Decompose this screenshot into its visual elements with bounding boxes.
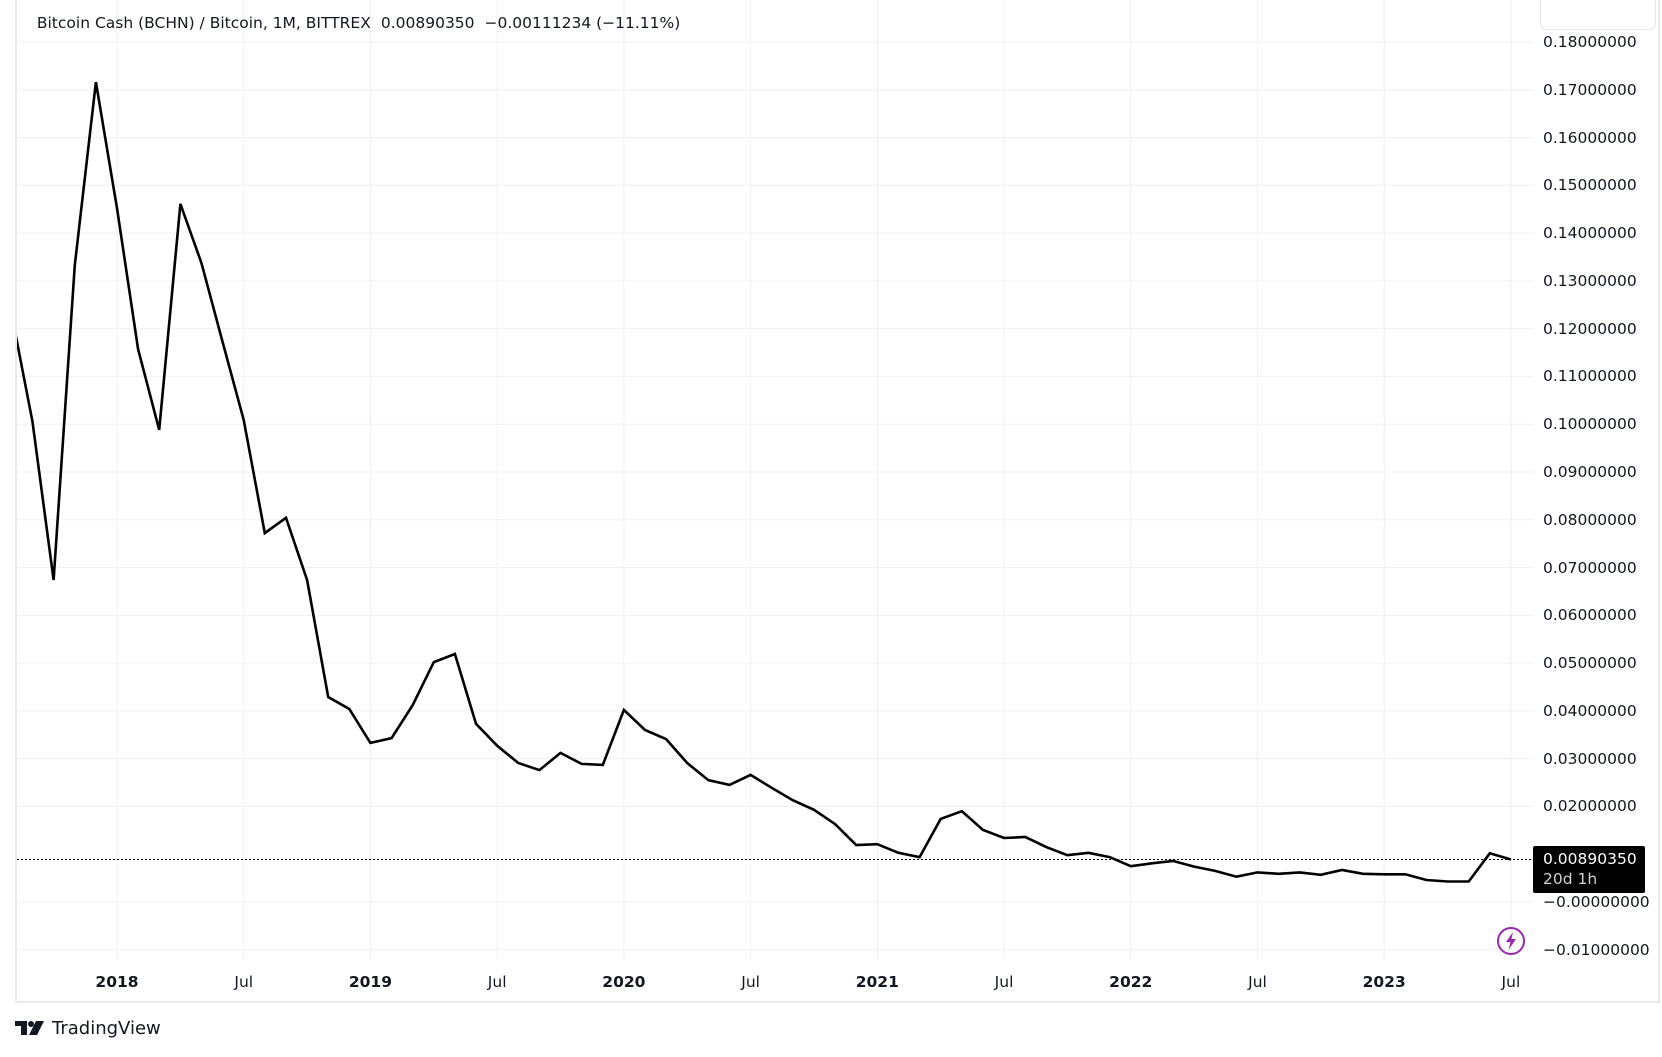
time-axis-label: Jul [741,973,760,991]
time-axis-label: 2019 [348,973,393,991]
price-axis-label: 0.05000000 [1543,654,1637,673]
time-axis-label: Jul [234,973,254,991]
price-axis-label: 0.11000000 [1543,367,1637,386]
price-axis-label: 0.04000000 [1543,701,1637,720]
time-axis-label: 2023 [1362,973,1406,991]
time-axis-label: 2022 [1109,973,1153,991]
last-price-value: 0.00890350 [380,14,475,32]
price-axis-label: 0.07000000 [1543,558,1637,577]
price-axis-label: 0.06000000 [1543,606,1637,625]
last-price-badge: 0.00890350 20d 1h [1533,846,1645,893]
price-axis-label: 0.15000000 [1543,176,1637,195]
price-axis-label: 0.18000000 [1543,32,1637,51]
tradingview-logo[interactable]: TradingView [15,1018,161,1039]
price-line-series [17,81,1512,883]
price-axis-label: 0.14000000 [1543,224,1637,243]
time-axis-label: Jul [1501,973,1521,991]
price-axis-label: 0.17000000 [1543,80,1637,99]
price-axis-label: 0.08000000 [1543,510,1637,529]
price-axis-label: 0.13000000 [1543,271,1637,290]
tradingview-logo-icon [15,1020,44,1035]
time-axis-label: Jul [487,973,507,991]
price-axis-label: 0.16000000 [1543,128,1637,147]
vertical-gridlines [116,0,1512,960]
price-axis-label: 0.03000000 [1543,749,1637,768]
time-axis-label: 2021 [855,973,899,991]
chart-control-box[interactable] [1540,0,1656,30]
lightning-icon[interactable] [1496,926,1526,956]
time-axis-label: 2020 [602,973,646,991]
price-axis-label: 0.02000000 [1543,797,1637,816]
last-price-badge-value: 0.00890350 [1543,850,1637,868]
price-axis-label: 0.10000000 [1543,415,1637,434]
price-change-value: −0.00111234 (−11.11%) [484,14,681,32]
symbol-legend[interactable]: Bitcoin Cash (BCHN) / Bitcoin, 1M, BITTR… [27,0,680,32]
price-axis-label: 0.09000000 [1543,462,1637,481]
time-axis-label: Jul [994,973,1014,991]
price-axis-label: 0.12000000 [1543,319,1637,338]
chart-frame [15,0,1660,1003]
time-axis-label: 2018 [95,973,139,991]
time-axis-label: Jul [1248,973,1267,991]
horizontal-gridlines [17,41,1533,951]
price-axis-label: −0.00000000 [1543,893,1650,911]
tradingview-wordmark: TradingView [52,1018,161,1039]
bar-countdown: 20d 1h [1543,870,1598,888]
price-axis-label: −0.01000000 [1543,940,1650,959]
symbol-description: Bitcoin Cash (BCHN) / Bitcoin, 1M, BITTR… [36,14,371,32]
